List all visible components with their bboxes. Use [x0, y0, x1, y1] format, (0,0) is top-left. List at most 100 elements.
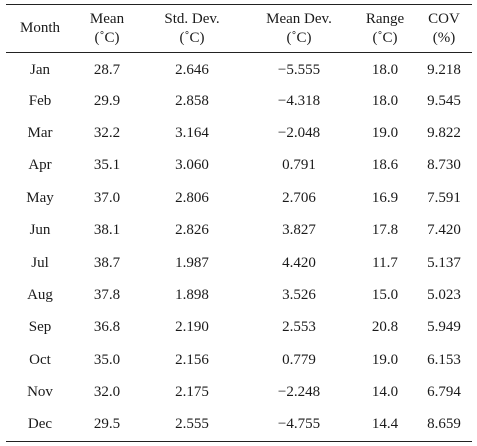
cell-mean-dev: 0.791: [282, 157, 316, 174]
cell-std-dev: 1.898: [175, 286, 209, 303]
cell-month: Oct: [29, 351, 51, 368]
cell-range: 14.0: [371, 384, 399, 401]
cell-std-dev: 2.175: [175, 384, 209, 401]
cell-mean-dev: −4.755: [244, 408, 354, 442]
cell-std-dev: 3.060: [175, 157, 209, 174]
cell-month: Jun: [29, 222, 51, 239]
cell-mean-dev: −5.555: [277, 62, 321, 79]
cell-cov: 7.591: [427, 189, 461, 206]
table-row: Jan 28.7 2.646 −5.555 18.0 9.218: [6, 53, 472, 85]
cell-cov: 7.420: [427, 222, 461, 239]
header-cov-label: COV: [428, 10, 460, 27]
cell-std-dev: 2.806: [175, 189, 209, 206]
cell-range: 18.0: [371, 92, 399, 109]
cell-range: 18.0: [371, 62, 399, 79]
cell-month: Aug: [27, 286, 53, 303]
table-header: Month Mean (˚C) Std. Dev. (˚C) Mean Dev.…: [6, 4, 472, 53]
cell-month: May: [26, 189, 54, 206]
table-row: May 37.0 2.806 2.706 16.9 7.591: [6, 182, 472, 214]
table-row: Aug 37.8 1.898 3.526 15.0 5.023: [6, 279, 472, 311]
header-std-dev: Std. Dev. (˚C): [140, 4, 244, 53]
header-mean-dev: Mean Dev. (˚C): [244, 4, 354, 53]
cell-range: 18.6: [371, 157, 399, 174]
table-row: Jun 38.1 2.826 3.827 17.8 7.420: [6, 214, 472, 246]
cell-mean-dev: −2.248: [277, 384, 321, 401]
cell-mean: 38.7: [93, 254, 121, 271]
cell-month: Apr: [28, 157, 52, 174]
header-cov-unit: (%): [432, 29, 456, 46]
cell-mean: 35.1: [93, 157, 121, 174]
table-row: Jul 38.7 1.987 4.420 11.7 5.137: [6, 247, 472, 279]
cell-mean-dev: −4.318: [277, 92, 321, 109]
cell-range: 11.7: [372, 254, 398, 271]
cell-cov: 9.822: [427, 124, 461, 141]
cell-std-dev: 3.164: [175, 124, 209, 141]
header-month-label: Month: [19, 20, 60, 36]
header-mean-dev-unit: (˚C): [286, 29, 312, 46]
cell-cov: 8.730: [427, 157, 461, 174]
cell-mean: 32.0: [93, 384, 121, 401]
cell-mean: 35.0: [93, 351, 121, 368]
cell-mean-dev: 2.706: [282, 189, 316, 206]
cell-mean-dev: 3.526: [282, 286, 316, 303]
header-range-unit: (˚C): [372, 29, 398, 46]
header-month: Month: [6, 4, 74, 53]
cell-cov: 6.153: [427, 351, 461, 368]
header-mean-dev-label: Mean Dev.: [266, 10, 332, 27]
cell-std-dev: 2.858: [175, 92, 209, 109]
header-range-label: Range: [365, 10, 405, 27]
cell-cov: 9.218: [427, 62, 461, 79]
cell-cov: 9.545: [427, 92, 461, 109]
cell-range: 19.0: [371, 124, 399, 141]
header-cov: COV (%): [416, 4, 472, 53]
table-row: Nov 32.0 2.175 −2.248 14.0 6.794: [6, 376, 472, 408]
cell-range: 16.9: [371, 189, 399, 206]
cell-cov: 5.023: [427, 286, 461, 303]
cell-month: Jan: [30, 62, 50, 79]
header-range: Range (˚C): [354, 4, 416, 53]
cell-mean: 28.7: [93, 62, 121, 79]
header-std-dev-unit: (˚C): [179, 29, 205, 46]
header-mean-unit: (˚C): [94, 29, 120, 46]
table-row: Oct 35.0 2.156 0.779 19.0 6.153: [6, 344, 472, 376]
cell-mean: 38.1: [93, 222, 121, 239]
cell-mean: 29.5: [74, 408, 140, 442]
cell-mean: 37.0: [93, 189, 121, 206]
table-row: Mar 32.2 3.164 −2.048 19.0 9.822: [6, 117, 472, 149]
header-row: Month Mean (˚C) Std. Dev. (˚C) Mean Dev.…: [6, 4, 472, 53]
cell-range: 14.4: [354, 408, 416, 442]
table-row: Apr 35.1 3.060 0.791 18.6 8.730: [6, 150, 472, 182]
cell-mean-dev: 2.553: [282, 319, 316, 336]
cell-month: Feb: [28, 92, 52, 109]
cell-mean-dev: 0.779: [282, 351, 316, 368]
cell-cov: 5.949: [427, 319, 461, 336]
cell-month: Mar: [27, 124, 53, 141]
header-std-dev-label: Std. Dev.: [164, 10, 220, 27]
table-row: Feb 29.9 2.858 −4.318 18.0 9.545: [6, 85, 472, 117]
cell-range: 17.8: [371, 222, 399, 239]
cell-mean-dev: −2.048: [277, 124, 321, 141]
cell-mean: 37.8: [93, 286, 121, 303]
cell-std-dev: 2.555: [140, 408, 244, 442]
cell-std-dev: 1.987: [175, 254, 209, 271]
cell-range: 20.8: [371, 319, 399, 336]
table-body: Jan 28.7 2.646 −5.555 18.0 9.218 Feb 29.…: [6, 53, 472, 442]
cell-mean-dev: 3.827: [282, 222, 316, 239]
cell-range: 15.0: [371, 286, 399, 303]
cell-mean-dev: 4.420: [282, 254, 316, 271]
cell-std-dev: 2.826: [175, 222, 209, 239]
cell-month: Nov: [27, 384, 53, 401]
cell-month: Jul: [31, 254, 49, 271]
table-row: Sep 36.8 2.190 2.553 20.8 5.949: [6, 312, 472, 344]
cell-std-dev: 2.190: [175, 319, 209, 336]
cell-std-dev: 2.156: [175, 351, 209, 368]
header-mean-label: Mean: [89, 10, 125, 27]
cell-cov: 5.137: [427, 254, 461, 271]
cell-cov: 6.794: [427, 384, 461, 401]
cell-range: 19.0: [371, 351, 399, 368]
cell-month: Dec: [6, 408, 74, 442]
table-row: Dec 29.5 2.555 −4.755 14.4 8.659: [6, 408, 472, 442]
cell-mean: 29.9: [93, 92, 121, 109]
cell-cov: 8.659: [416, 408, 472, 442]
